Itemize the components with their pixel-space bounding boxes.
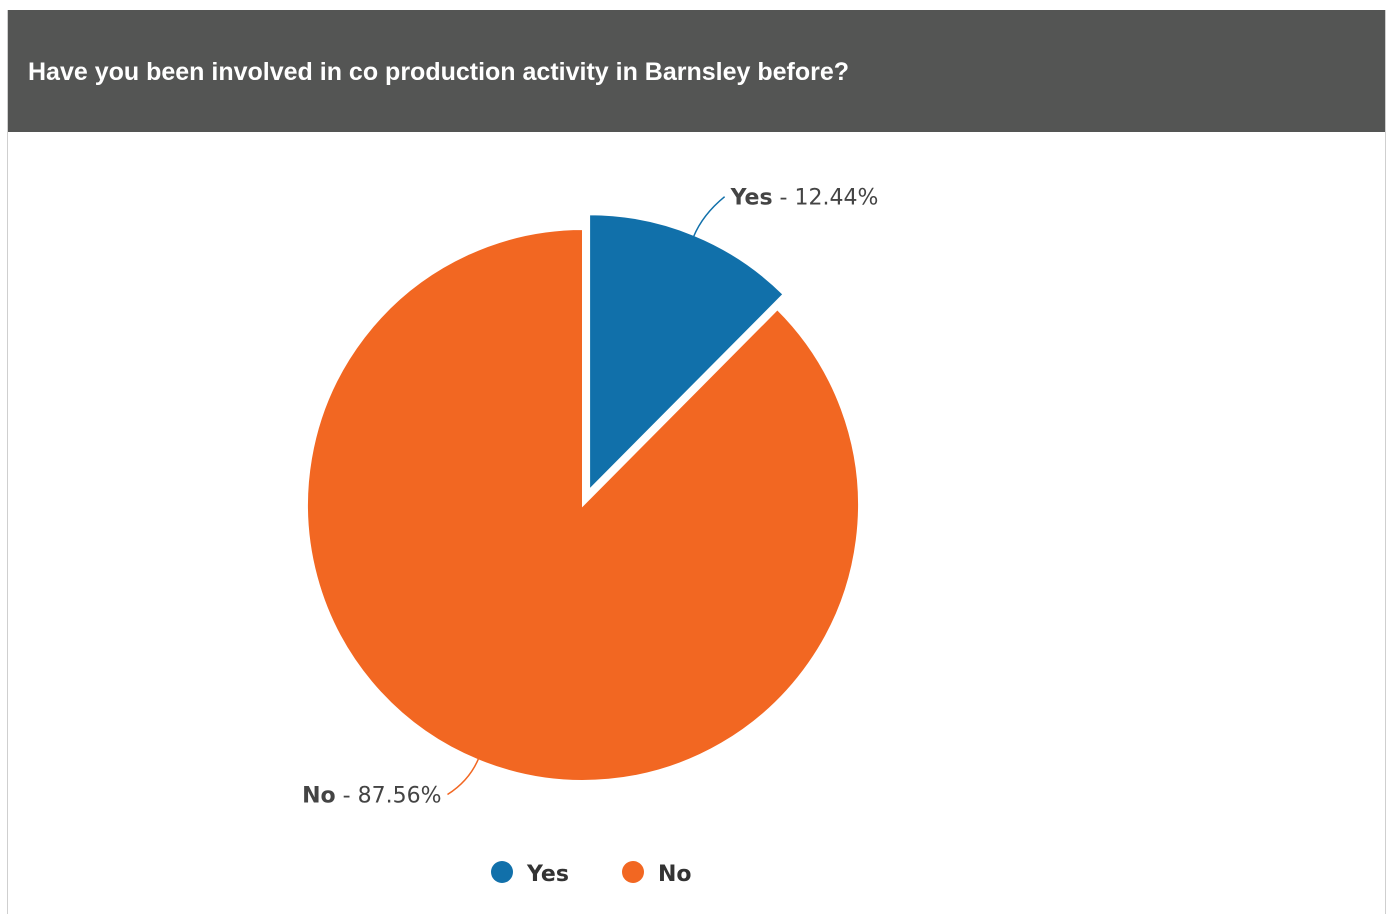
slice-label-category: Yes [730,186,773,211]
slice-label-yes: Yes - 12.44% [730,186,879,211]
slice-label-category: No [302,784,336,809]
chart-title: Have you been involved in co production … [28,58,850,86]
legend-label-yes[interactable]: Yes [526,862,569,887]
pie-slices [306,213,860,782]
legend-marker-no[interactable] [622,861,644,883]
pie-slice-no[interactable] [306,227,860,782]
connector-yes [692,196,726,238]
legend-marker-yes[interactable] [491,861,513,883]
chart-header: Have you been involved in co production … [8,10,1385,132]
legend: Yes No [491,861,692,887]
slice-label-value: - 87.56% [336,784,442,809]
connector-no [447,758,480,796]
legend-label-no[interactable]: No [658,862,692,887]
chart-card: Have you been involved in co production … [7,10,1386,914]
slice-label-value: - 12.44% [773,186,879,211]
slice-labels: Yes - 12.44% No - 87.56% [302,186,878,809]
slice-label-no: No - 87.56% [302,784,441,809]
label-connectors [447,196,726,796]
